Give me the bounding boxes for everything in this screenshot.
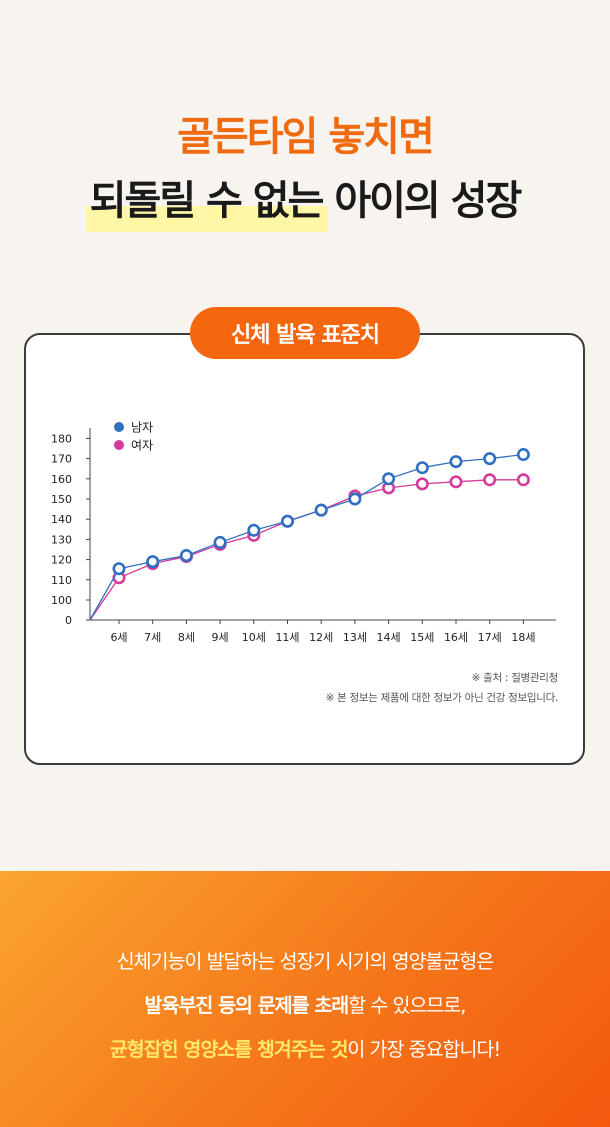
bottom-banner [0, 871, 610, 1127]
growth-line-chart: 0 100 110 120 130 140 150 160 170 180 6세 7세 8세 9세 10세 1… [51, 421, 556, 644]
headline-line-2: 되돌릴 수 없는 아이의 성장 [0, 168, 610, 232]
y-tick-label: 170 [51, 453, 72, 466]
data-point-male [179, 549, 193, 563]
x-tick-label: 13세 [343, 631, 367, 644]
bottom-text-line-1: 신체기능이 발달하는 성장기 시기의 영양불균형은 [116, 950, 495, 973]
x-tick-label: 6세 [110, 631, 127, 644]
data-point-male [213, 535, 227, 549]
bottom-regular-text: 할 수 있으므로, [348, 994, 466, 1017]
y-tick-label: 150 [51, 493, 72, 506]
data-point-male [449, 455, 463, 469]
y-tick-label: 0 [65, 614, 72, 627]
y-tick-label: 180 [51, 432, 72, 445]
bottom-bold-text: 발육부진 등의 문제를 초래 [144, 994, 350, 1017]
y-tick-label: 140 [51, 513, 72, 526]
chart-card-title: 신체 발육 표준치 [190, 307, 420, 359]
disclaimer-note: ※ 본 정보는 제품에 대한 정보가 아닌 건강 정보입니다. [325, 692, 559, 704]
x-tick-label: 16세 [444, 631, 468, 644]
headline-rest-text: 아이의 성장 [334, 178, 522, 224]
data-point-female [483, 473, 497, 487]
x-tick-label: 12세 [309, 631, 333, 644]
x-tick-label: 9세 [212, 631, 229, 644]
x-tick-label: 11세 [275, 631, 299, 644]
data-point-female [516, 473, 530, 487]
data-point-male [314, 503, 328, 517]
data-point-male [348, 492, 362, 506]
data-point-male [146, 555, 160, 569]
headline-highlight-text: 되돌릴 수 없는 [89, 178, 325, 224]
source-note: ※ 출처 : 질병관리청 [471, 672, 559, 684]
legend-marker [114, 440, 124, 450]
x-tick-label: 10세 [242, 631, 266, 644]
headline-highlight: 되돌릴 수 없는 [85, 168, 329, 232]
data-point-male [112, 562, 126, 576]
data-point-male [280, 514, 294, 528]
chart-card [24, 333, 585, 765]
x-tick-label: 17세 [478, 631, 502, 644]
x-tick-label: 18세 [511, 631, 535, 644]
y-tick-label: 100 [51, 594, 72, 607]
x-tick-label: 7세 [144, 631, 161, 644]
headline-line-1: 골든타임 놓치면 [177, 114, 435, 160]
series-line-female [89, 479, 524, 621]
data-point-male [415, 461, 429, 475]
data-point-male [483, 452, 497, 466]
bottom-text-line-3: 균형잡힌 영양소를 챙겨주는 것이 가장 중요합니다! [0, 1033, 610, 1062]
data-point-female [415, 477, 429, 491]
y-tick-label: 130 [51, 533, 72, 546]
bottom-yellow-text: 균형잡힌 영양소를 챙겨주는 것 [109, 1038, 349, 1061]
x-tick-label: 15세 [410, 631, 434, 644]
data-point-male [247, 523, 261, 537]
y-tick-label: 120 [51, 554, 72, 567]
y-tick-label: 110 [51, 574, 72, 587]
bottom-text-line-2: 발육부진 등의 문제를 초래할 수 있으므로, [0, 989, 610, 1018]
x-tick-label: 14세 [377, 631, 401, 644]
data-point-male [382, 472, 396, 486]
legend-marker [114, 422, 124, 432]
y-tick-label: 160 [51, 473, 72, 486]
legend-label: 남자 [131, 421, 153, 435]
data-point-male [516, 448, 530, 462]
legend-label: 여자 [131, 439, 153, 453]
bottom-regular-text-2: 이 가장 중요합니다! [347, 1038, 501, 1061]
data-point-female [449, 475, 463, 489]
x-tick-label: 8세 [178, 631, 195, 644]
